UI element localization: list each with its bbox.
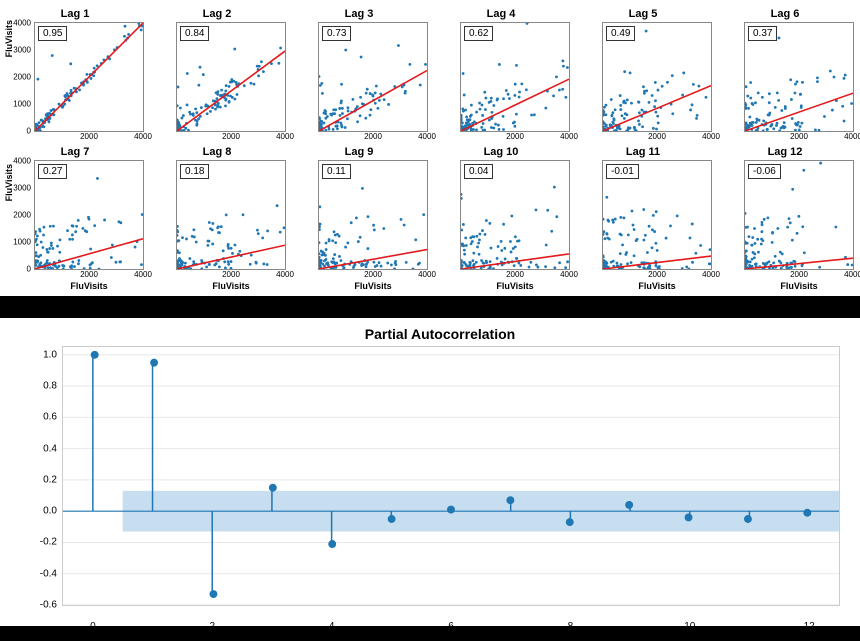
lag-plot: 01000200030004000200040000.95 <box>34 22 144 132</box>
lag-plot: 20004000FluVisits0.04 <box>460 160 570 270</box>
lag-plot: 0100020003000400020004000FluVisits0.27 <box>34 160 144 270</box>
lag-scatter-grid: Lag 1FluVisits01000200030004000200040000… <box>0 0 860 296</box>
x-axis-ticks: 20004000 <box>177 132 285 142</box>
lag-cell-title: Lag 12 <box>716 146 854 158</box>
x-axis-label: FluVisits <box>496 281 533 291</box>
lag-cell-title: Lag 10 <box>432 146 570 158</box>
correlation-value: 0.11 <box>322 164 351 179</box>
x-axis-ticks: 20004000 <box>745 132 853 142</box>
y-axis-ticks: 01000200030004000 <box>7 161 33 269</box>
x-axis-ticks: 20004000 <box>319 132 427 142</box>
lag-plot: 200040000.49 <box>602 22 712 132</box>
lag-plot: 20004000FluVisits0.18 <box>176 160 286 270</box>
lag-cell-4: Lag 4200040000.62 <box>432 8 570 144</box>
correlation-value: 0.37 <box>748 26 777 41</box>
lag-cell-10: Lag 1020004000FluVisits0.04 <box>432 146 570 294</box>
lag-cell-11: Lag 1120004000FluVisits-0.01 <box>574 146 712 294</box>
correlation-value: 0.04 <box>464 164 493 179</box>
x-axis-label: FluVisits <box>212 281 249 291</box>
x-axis-ticks: 20004000 <box>177 270 285 280</box>
lag-cell-title: Lag 3 <box>290 8 428 20</box>
pacf-svg <box>63 347 839 605</box>
panel-separator <box>0 296 860 318</box>
correlation-value: 0.62 <box>464 26 493 41</box>
lag-cell-2: Lag 2200040000.84 <box>148 8 286 144</box>
lag-cell-title: Lag 5 <box>574 8 712 20</box>
x-axis-ticks: 20004000 <box>35 270 143 280</box>
lag-cell-3: Lag 3200040000.73 <box>290 8 428 144</box>
lag-plot: 20004000FluVisits-0.06 <box>744 160 854 270</box>
lag-cell-9: Lag 920004000FluVisits0.11 <box>290 146 428 294</box>
correlation-value: 0.73 <box>322 26 351 41</box>
lag-plot: 200040000.84 <box>176 22 286 132</box>
x-axis-label: FluVisits <box>780 281 817 291</box>
y-axis-ticks: 01000200030004000 <box>7 23 33 131</box>
x-axis-label: FluVisits <box>354 281 391 291</box>
x-axis-ticks: 20004000 <box>745 270 853 280</box>
lag-cell-5: Lag 5200040000.49 <box>574 8 712 144</box>
x-axis-ticks: 20004000 <box>461 270 569 280</box>
lag-cell-6: Lag 6200040000.37 <box>716 8 854 144</box>
lag-cell-7: Lag 7FluVisits0100020003000400020004000F… <box>6 146 144 294</box>
correlation-value: 0.27 <box>38 164 67 179</box>
lag-plot: 200040000.37 <box>744 22 854 132</box>
x-axis-ticks: 20004000 <box>603 270 711 280</box>
x-axis-ticks: 20004000 <box>35 132 143 142</box>
lag-cell-1: Lag 1FluVisits01000200030004000200040000… <box>6 8 144 144</box>
pacf-panel: Partial Autocorrelation -0.6-0.4-0.20.00… <box>0 318 860 626</box>
correlation-value: 0.84 <box>180 26 209 41</box>
correlation-value: 0.95 <box>38 26 67 41</box>
x-axis-ticks: 20004000 <box>461 132 569 142</box>
x-axis-ticks: 20004000 <box>603 132 711 142</box>
lag-plot: 20004000FluVisits-0.01 <box>602 160 712 270</box>
lag-cell-12: Lag 1220004000FluVisits-0.06 <box>716 146 854 294</box>
lag-cell-8: Lag 820004000FluVisits0.18 <box>148 146 286 294</box>
lag-cell-title: Lag 8 <box>148 146 286 158</box>
correlation-value: 0.49 <box>606 26 635 41</box>
correlation-value: -0.06 <box>748 164 781 179</box>
lag-plot: 200040000.73 <box>318 22 428 132</box>
pacf-plot-area: -0.6-0.4-0.20.00.20.40.60.81.0 024681012 <box>62 346 840 606</box>
lag-plot: 200040000.62 <box>460 22 570 132</box>
x-axis-ticks: 20004000 <box>319 270 427 280</box>
lag-plot: 20004000FluVisits0.11 <box>318 160 428 270</box>
lag-cell-title: Lag 4 <box>432 8 570 20</box>
correlation-value: 0.18 <box>180 164 209 179</box>
lag-cell-title: Lag 11 <box>574 146 712 158</box>
x-axis-label: FluVisits <box>70 281 107 291</box>
lag-cell-title: Lag 6 <box>716 8 854 20</box>
lag-cell-title: Lag 2 <box>148 8 286 20</box>
x-axis-label: FluVisits <box>638 281 675 291</box>
trailing-bar <box>0 626 860 641</box>
correlation-value: -0.01 <box>606 164 639 179</box>
lag-cell-title: Lag 9 <box>290 146 428 158</box>
pacf-y-axis-ticks: -0.6-0.4-0.20.00.20.40.60.81.0 <box>33 347 61 605</box>
pacf-title: Partial Autocorrelation <box>40 326 840 342</box>
